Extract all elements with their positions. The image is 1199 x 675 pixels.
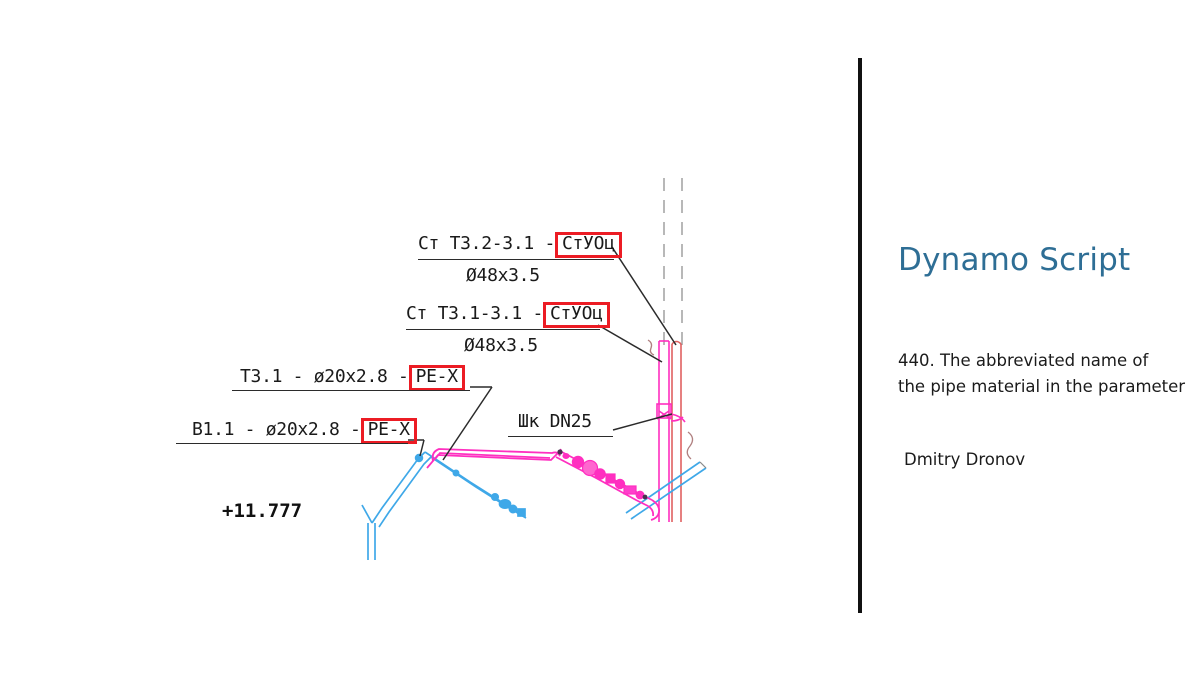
cad-label-st-t32-underline [418,259,614,260]
cold-water-pipe [371,451,707,528]
hot-riser [656,340,686,522]
cad-label-b11-underline [176,443,408,444]
cad-label-b11: В1.1 - ø20x2.8 - PE-X [192,418,417,444]
page-body-line-2: the pipe material in the parameter [898,377,1186,396]
steel-riser [671,340,682,522]
page-body-line-1: 440. The abbreviated name of [898,351,1149,370]
cold-pipe-fittings [414,453,526,517]
cad-label-t31-highlight: PE-X [408,365,465,391]
cad-label-st-t32: Ст Т3.2-3.1 - СтУОц [418,232,622,258]
cad-label-b11-highlight: PE-X [360,418,417,444]
axis-dashed-lines [663,178,683,348]
cad-label-st-t31-prefix: Ст Т3.1-3.1 - [406,303,543,325]
riser-annotation-marks [647,339,694,460]
cad-label-b11-prefix: В1.1 - ø20x2.8 - [192,419,361,441]
text-panel: Dynamo Script 440. The abbreviated name … [898,58,1199,613]
cad-label-st-t32-sub: Ø48x3.5 [466,265,540,286]
author-name: Dmitry Dronov [904,450,1026,469]
pipe-accessory-marks [557,449,648,500]
cad-label-st-t32-highlight: СтУОц [554,232,622,258]
cad-label-t31: Т3.1 - ø20x2.8 - PE-X [240,365,465,391]
cad-elevation-mark: +11.777 [222,500,303,522]
cold-drop-leg [361,504,376,560]
page-body-text: 440. The abbreviated name of the pipe ma… [898,348,1199,400]
cad-drawing-region: Ст Т3.2-3.1 - СтУОц Ø48x3.5 Ст Т3.1-3.1 … [176,178,707,560]
page-title: Dynamo Script [898,242,1131,278]
cad-label-st-t31-underline [406,329,600,330]
cad-label-st-t31-highlight: СтУОц [542,302,610,328]
riser-tick-marks [699,461,707,469]
cad-label-st-t31-sub: Ø48x3.5 [464,335,538,356]
cad-label-st-t31: Ст Т3.1-3.1 - СтУОц [406,302,610,328]
cad-label-t31-prefix: Т3.1 - ø20x2.8 - [240,366,409,388]
cad-label-valve-underline [508,436,613,437]
cad-label-valve: Шк DN25 [518,411,592,432]
leader-lines [408,246,677,461]
cad-label-st-t32-prefix: Ст Т3.2-3.1 - [418,233,555,255]
cad-vector-drawing [361,178,707,560]
hot-pipe-valve-cluster [562,453,645,500]
vertical-divider [858,58,862,613]
cad-label-t31-underline [232,390,470,391]
